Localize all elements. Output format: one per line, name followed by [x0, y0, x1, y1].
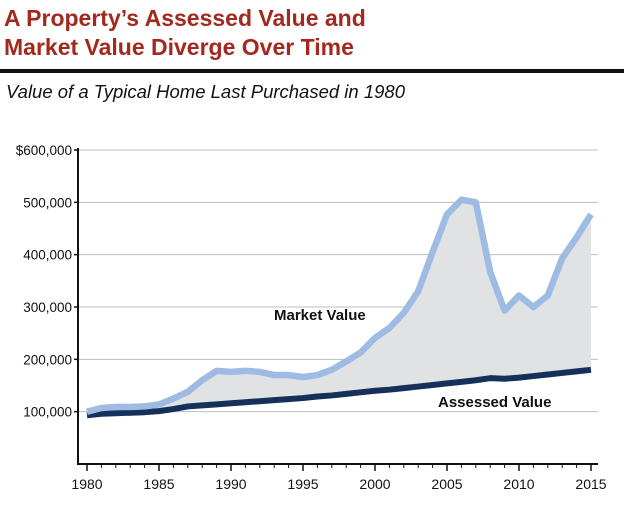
x-tick-label: 1980 [71, 476, 102, 492]
market-value-line [86, 196, 594, 415]
gap-area [87, 199, 591, 416]
title-divider [0, 69, 624, 73]
x-tick-label: 2010 [503, 476, 534, 492]
y-tick-label: 200,000 [23, 352, 72, 367]
chart-title: A Property’s Assessed Value and Market Va… [4, 4, 366, 62]
assessed-value-label: Assessed Value [438, 394, 551, 411]
x-tick-label: 2000 [359, 476, 390, 492]
x-tick-label: 2005 [431, 476, 462, 492]
title-line-1: A Property’s Assessed Value and [4, 5, 366, 31]
y-tick-label: 400,000 [23, 248, 72, 263]
y-tick-label: $600,000 [16, 143, 72, 158]
x-tick-label: 1995 [287, 476, 318, 492]
market-value-label: Market Value [274, 307, 366, 324]
assessed-value-line [86, 366, 592, 419]
y-tick-label: 100,000 [23, 405, 72, 420]
x-tick-label: 2015 [575, 476, 606, 492]
x-tick-label: 1990 [215, 476, 246, 492]
y-tick-label: 500,000 [23, 195, 72, 210]
y-tick-label: 300,000 [23, 300, 72, 315]
chart-subtitle: Value of a Typical Home Last Purchased i… [6, 81, 406, 102]
x-tick-label: 1985 [143, 476, 174, 492]
title-line-2: Market Value Diverge Over Time [4, 34, 354, 60]
